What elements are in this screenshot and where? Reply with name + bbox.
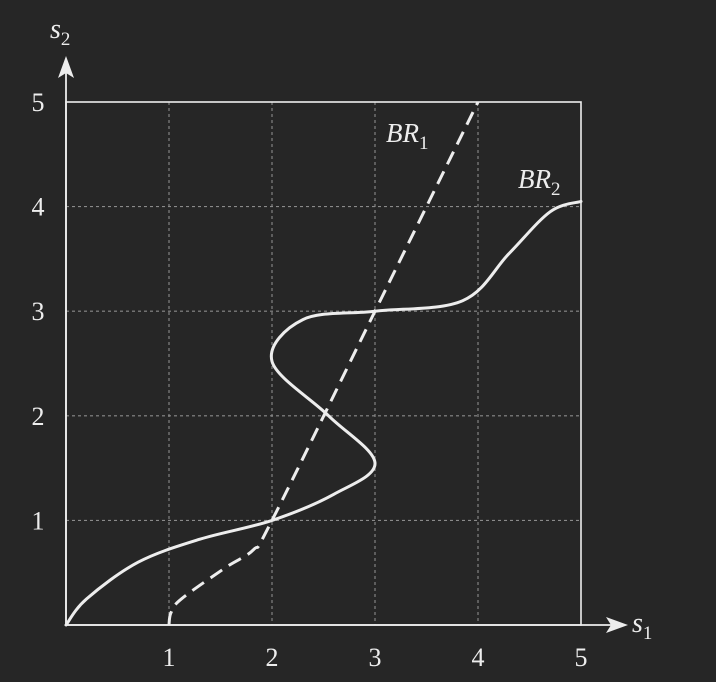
y-tick-label: 4 (32, 193, 45, 222)
axes (58, 56, 628, 633)
x-tick-label: 2 (266, 643, 279, 672)
x-tick-label: 1 (163, 643, 176, 672)
x-tick-label: 4 (472, 643, 485, 672)
x-tick-label: 3 (369, 643, 382, 672)
plot-frame (65, 101, 582, 626)
series-line-br2 (64, 199, 583, 627)
y-tick-label: 3 (32, 297, 45, 326)
series-label-br2: BR2 (518, 164, 561, 200)
series-line-br1 (167, 101, 480, 626)
x-axis-arrow-icon (606, 617, 628, 633)
x-tick-label: 5 (575, 643, 588, 672)
grid-lines (66, 102, 581, 625)
y-axis-arrow-icon (58, 56, 74, 78)
y-tick-label: 5 (32, 88, 45, 117)
y-tick-label: 1 (32, 506, 45, 535)
tick-labels: 1 2 3 4 5 1 2 3 4 5 (32, 88, 588, 672)
y-axis-label: s2 (50, 14, 70, 50)
x-axis-label: s1 (632, 608, 652, 644)
series-layer (64, 101, 583, 627)
series-label-br1: BR1 (386, 118, 429, 154)
y-tick-label: 2 (32, 402, 45, 431)
